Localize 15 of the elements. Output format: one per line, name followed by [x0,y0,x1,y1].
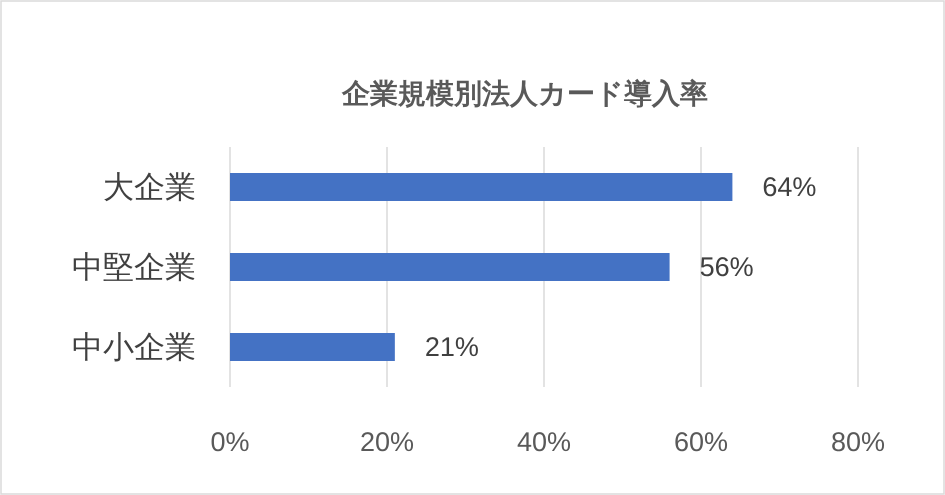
x-tick-label: 20% [360,427,414,457]
bar [230,333,395,361]
x-tick-label: 0% [210,427,250,457]
x-tick-label: 40% [516,427,572,457]
y-tick-label: 中小企業 [72,330,196,364]
data-label: 64% [762,172,816,202]
bar [230,173,732,201]
data-label: 21% [424,332,479,362]
y-tick-label: 中堅企業 [72,250,196,284]
x-tick-label: 80% [830,427,886,457]
data-label: 56% [700,252,754,282]
x-tick-label: 60% [674,427,728,457]
bar [230,253,670,281]
y-tick-label: 大企業 [103,170,196,204]
chart-title: 企業規模別法人カード導入率 [341,78,708,109]
